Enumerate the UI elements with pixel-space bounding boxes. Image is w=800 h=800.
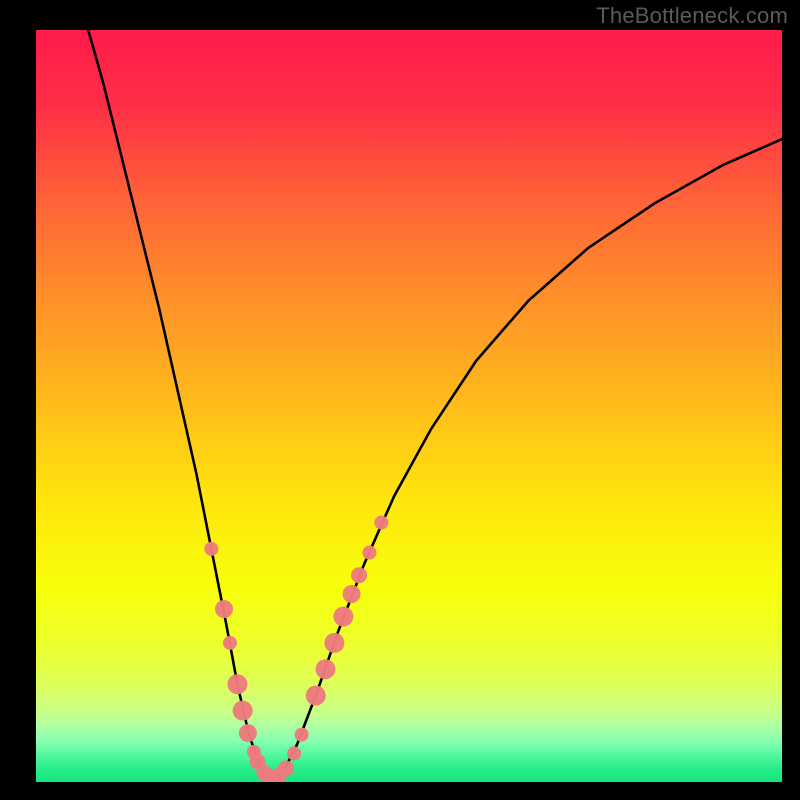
data-marker — [362, 546, 376, 560]
bottleneck-chart — [0, 0, 800, 800]
data-marker — [295, 728, 309, 742]
data-marker — [233, 701, 253, 721]
gradient-background — [36, 30, 782, 782]
data-marker — [306, 686, 326, 706]
data-marker — [278, 760, 294, 776]
data-marker — [239, 724, 257, 742]
data-marker — [204, 542, 218, 556]
data-marker — [315, 659, 335, 679]
data-marker — [374, 516, 388, 530]
data-marker — [333, 607, 353, 627]
chart-root: TheBottleneck.com — [0, 0, 800, 800]
data-marker — [324, 633, 344, 653]
data-marker — [287, 746, 301, 760]
data-marker — [351, 567, 367, 583]
data-marker — [215, 600, 233, 618]
data-marker — [343, 585, 361, 603]
data-marker — [227, 674, 247, 694]
data-marker — [223, 636, 237, 650]
